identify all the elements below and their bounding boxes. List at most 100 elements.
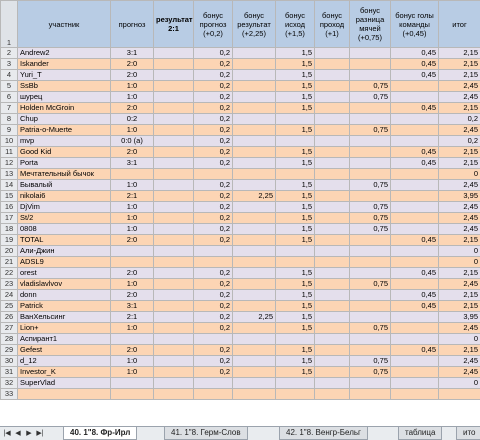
- cell-bonus-outcome[interactable]: 1,5: [276, 92, 315, 103]
- cell-prediction[interactable]: 1:0: [111, 92, 154, 103]
- cell-result[interactable]: [154, 48, 194, 59]
- cell-bonus-outcome[interactable]: 1,5: [276, 48, 315, 59]
- cell-name[interactable]: Бывалый: [18, 180, 111, 191]
- cell-bonus-team-goals[interactable]: [391, 180, 439, 191]
- cell-prediction[interactable]: 1:0: [111, 323, 154, 334]
- row-number[interactable]: 5: [1, 81, 18, 92]
- cell-total[interactable]: 3,95: [439, 312, 480, 323]
- cell-prediction[interactable]: 2:0: [111, 147, 154, 158]
- column-header-bonus-result[interactable]: бонус результат (+2,25): [233, 1, 276, 48]
- cell-name[interactable]: Investor_K: [18, 367, 111, 378]
- cell-prediction[interactable]: 1:0: [111, 356, 154, 367]
- cell-total[interactable]: 0,2: [439, 114, 480, 125]
- cell-bonus-goal-diff[interactable]: [350, 378, 391, 389]
- cell-bonus-pass[interactable]: [315, 268, 350, 279]
- cell-bonus-outcome[interactable]: 1,5: [276, 180, 315, 191]
- cell-bonus-outcome[interactable]: 1,5: [276, 191, 315, 202]
- row-number[interactable]: 33: [1, 389, 18, 400]
- last-sheet-icon[interactable]: ▶|: [35, 429, 45, 438]
- cell-bonus-result[interactable]: [233, 59, 276, 70]
- cell-total[interactable]: 0: [439, 257, 480, 268]
- cell-prediction[interactable]: 2:1: [111, 191, 154, 202]
- cell-total[interactable]: [439, 389, 480, 400]
- cell-bonus-result[interactable]: [233, 136, 276, 147]
- cell-bonus-result[interactable]: [233, 169, 276, 180]
- cell-total[interactable]: 2,15: [439, 70, 480, 81]
- cell-name[interactable]: Holden McGroin: [18, 103, 111, 114]
- cell-prediction[interactable]: 1:0: [111, 224, 154, 235]
- cell-bonus-pass[interactable]: [315, 367, 350, 378]
- cell-total[interactable]: 0: [439, 334, 480, 345]
- cell-bonus-team-goals[interactable]: [391, 125, 439, 136]
- cell-total[interactable]: 2,45: [439, 92, 480, 103]
- row-number[interactable]: 27: [1, 323, 18, 334]
- cell-bonus-prediction[interactable]: 0,2: [194, 202, 233, 213]
- cell-bonus-prediction[interactable]: 0,2: [194, 356, 233, 367]
- cell-bonus-outcome[interactable]: 1,5: [276, 59, 315, 70]
- cell-name[interactable]: Мечтательный бычок: [18, 169, 111, 180]
- cell-result[interactable]: [154, 257, 194, 268]
- cell-prediction[interactable]: 2:0: [111, 59, 154, 70]
- cell-total[interactable]: 2,45: [439, 202, 480, 213]
- cell-bonus-team-goals[interactable]: [391, 114, 439, 125]
- cell-name[interactable]: [18, 389, 111, 400]
- cell-bonus-team-goals[interactable]: [391, 389, 439, 400]
- cell-name[interactable]: Lion+: [18, 323, 111, 334]
- cell-result[interactable]: [154, 224, 194, 235]
- cell-bonus-outcome[interactable]: 1,5: [276, 268, 315, 279]
- row-number[interactable]: 10: [1, 136, 18, 147]
- cell-bonus-outcome[interactable]: [276, 257, 315, 268]
- cell-bonus-pass[interactable]: [315, 191, 350, 202]
- cell-bonus-goal-diff[interactable]: 0,75: [350, 323, 391, 334]
- cell-bonus-goal-diff[interactable]: 0,75: [350, 279, 391, 290]
- cell-prediction[interactable]: 3:1: [111, 301, 154, 312]
- cell-bonus-prediction[interactable]: 0,2: [194, 70, 233, 81]
- cell-prediction[interactable]: 2:1: [111, 312, 154, 323]
- row-number[interactable]: 12: [1, 158, 18, 169]
- cell-prediction[interactable]: 1:0: [111, 125, 154, 136]
- cell-bonus-prediction[interactable]: 0,2: [194, 323, 233, 334]
- row-number[interactable]: 8: [1, 114, 18, 125]
- cell-name[interactable]: Yuri_T: [18, 70, 111, 81]
- row-number[interactable]: 21: [1, 257, 18, 268]
- cell-bonus-prediction[interactable]: 0,2: [194, 92, 233, 103]
- cell-bonus-goal-diff[interactable]: [350, 345, 391, 356]
- cell-bonus-team-goals[interactable]: 0,45: [391, 158, 439, 169]
- cell-name[interactable]: vladislavlvov: [18, 279, 111, 290]
- cell-result[interactable]: [154, 290, 194, 301]
- cell-bonus-outcome[interactable]: 1,5: [276, 213, 315, 224]
- cell-total[interactable]: 2,15: [439, 290, 480, 301]
- cell-bonus-result[interactable]: [233, 103, 276, 114]
- cell-name[interactable]: 0808: [18, 224, 111, 235]
- cell-bonus-outcome[interactable]: 1,5: [276, 356, 315, 367]
- cell-bonus-outcome[interactable]: [276, 169, 315, 180]
- cell-bonus-outcome[interactable]: 1,5: [276, 125, 315, 136]
- sheet-tab[interactable]: 40. 1"8. Фр-Ирл: [63, 427, 137, 440]
- cell-bonus-prediction[interactable]: 0,2: [194, 48, 233, 59]
- cell-result[interactable]: [154, 389, 194, 400]
- cell-prediction[interactable]: 2:0: [111, 268, 154, 279]
- cell-total[interactable]: 2,45: [439, 356, 480, 367]
- cell-bonus-result[interactable]: [233, 246, 276, 257]
- cell-name[interactable]: TOTAL: [18, 235, 111, 246]
- cell-total[interactable]: 2,15: [439, 59, 480, 70]
- cell-bonus-result[interactable]: [233, 92, 276, 103]
- cell-bonus-team-goals[interactable]: [391, 378, 439, 389]
- cell-bonus-pass[interactable]: [315, 224, 350, 235]
- cell-prediction[interactable]: 0:2: [111, 114, 154, 125]
- cell-total[interactable]: 2,45: [439, 81, 480, 92]
- cell-name[interactable]: шурец: [18, 92, 111, 103]
- cell-name[interactable]: DjVim: [18, 202, 111, 213]
- cell-bonus-team-goals[interactable]: [391, 367, 439, 378]
- row-number[interactable]: 2: [1, 48, 18, 59]
- cell-name[interactable]: Andrew2: [18, 48, 111, 59]
- cell-total[interactable]: 0: [439, 169, 480, 180]
- cell-total[interactable]: 2,15: [439, 235, 480, 246]
- cell-result[interactable]: [154, 59, 194, 70]
- cell-name[interactable]: Patria-o-Muerte: [18, 125, 111, 136]
- cell-total[interactable]: 0: [439, 378, 480, 389]
- cell-bonus-prediction[interactable]: 0,2: [194, 279, 233, 290]
- cell-bonus-goal-diff[interactable]: [350, 136, 391, 147]
- cell-bonus-goal-diff[interactable]: [350, 257, 391, 268]
- cell-result[interactable]: [154, 114, 194, 125]
